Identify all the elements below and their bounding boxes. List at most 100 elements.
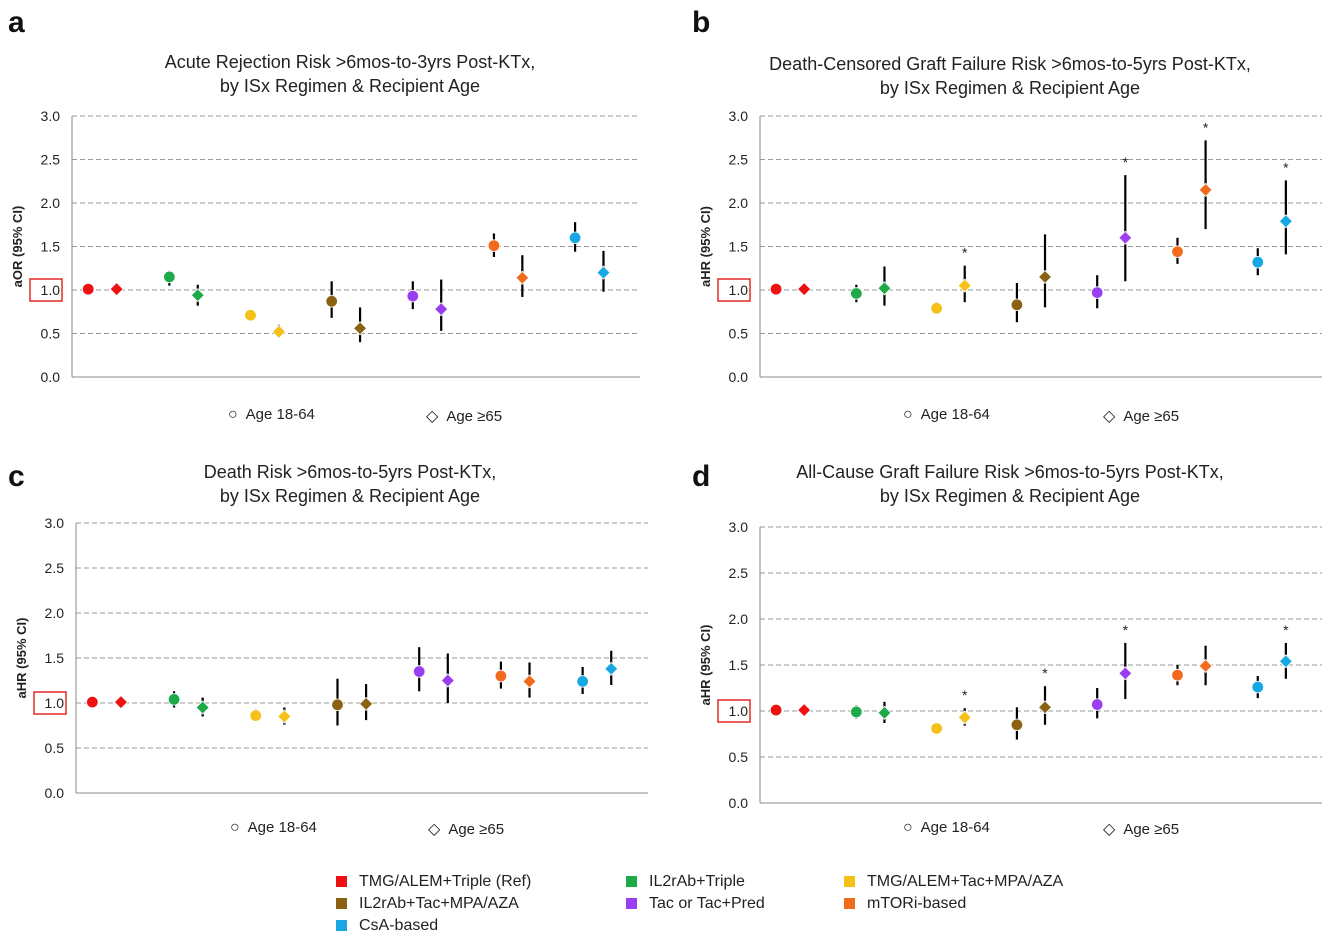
y-axis-label: aHR (95% CI) (14, 618, 29, 699)
age-young-label: Age 18-64 (920, 819, 990, 836)
y-tick-label: 0.5 (45, 740, 65, 756)
data-point-circle (1171, 668, 1184, 682)
age-old-label: Age ≥65 (1123, 408, 1180, 425)
data-point-diamond (515, 270, 530, 285)
data-point-diamond (1278, 654, 1293, 669)
data-point-diamond (109, 282, 124, 297)
data-point-circle (850, 705, 863, 719)
y-tick-label: 1.0 (45, 695, 65, 711)
data-point-diamond (277, 709, 292, 724)
y-axis-label: aHR (95% CI) (698, 625, 713, 706)
age-key-young: ○ Age 18-64 (230, 819, 317, 837)
age-key-young: ○ Age 18-64 (903, 406, 990, 424)
data-point-circle (576, 675, 589, 688)
y-tick-label: 3.0 (41, 108, 61, 124)
y-tick-label: 0.5 (41, 326, 61, 342)
y-tick-label: 1.5 (41, 239, 61, 255)
chart-title: Acute Rejection Risk >6mos-to-3yrs Post-… (30, 50, 670, 98)
significance-marker: * (1042, 665, 1048, 681)
data-point-diamond (1198, 658, 1213, 673)
legend-swatch (336, 920, 347, 931)
data-point-circle (1090, 286, 1104, 299)
y-tick-label: 0.0 (729, 795, 749, 811)
legend: TMG/ALEM+Triple (Ref) IL2rAb+Triple TMG/… (330, 870, 1130, 936)
y-axis-label: aOR (95% CI) (10, 206, 25, 288)
data-point-diamond (1118, 666, 1133, 681)
age-young-label: Age 18-64 (920, 406, 990, 423)
y-tick-label: 1.0 (729, 282, 749, 298)
data-point-circle (769, 282, 783, 296)
data-point-diamond (1037, 269, 1053, 285)
y-tick-label: 0.0 (45, 785, 65, 801)
circle-icon: ○ (228, 406, 238, 423)
legend-swatch (844, 898, 855, 909)
circle-icon: ○ (230, 819, 240, 836)
panel-letter: c (8, 460, 25, 493)
data-point-circle (1171, 245, 1184, 258)
significance-marker: * (1283, 159, 1289, 175)
age-key-old: ◇ Age ≥65 (1103, 819, 1179, 839)
age-key-young: ○ Age 18-64 (903, 819, 990, 837)
legend-swatch (336, 876, 347, 887)
data-point-circle (163, 270, 176, 284)
y-tick-label: 1.5 (729, 239, 749, 255)
chart-title-line1: All-Cause Graft Failure Risk >6mos-to-5y… (796, 462, 1224, 482)
data-point-diamond (440, 673, 455, 688)
y-tick-label: 1.5 (729, 657, 749, 673)
data-point-diamond (434, 302, 449, 317)
y-tick-label: 1.5 (45, 650, 65, 666)
y-tick-label: 2.5 (729, 152, 749, 168)
diamond-icon: ◇ (426, 408, 439, 425)
y-tick-label: 2.5 (41, 152, 61, 168)
data-point-circle (769, 703, 783, 717)
y-tick-label: 3.0 (729, 519, 749, 535)
chart-title-line1: Death-Censored Graft Failure Risk >6mos-… (769, 54, 1251, 74)
data-point-diamond (190, 288, 205, 303)
data-point-diamond (1198, 182, 1213, 198)
legend-item-csa: CsA-based (336, 917, 438, 935)
data-point-diamond (957, 278, 972, 293)
significance-marker: * (1123, 622, 1129, 638)
y-tick-label: 2.5 (45, 560, 65, 576)
data-point-diamond (596, 265, 611, 280)
y-tick-label: 0.0 (41, 369, 61, 385)
data-point-circle (1090, 698, 1104, 711)
legend-label: mTORi-based (867, 895, 967, 912)
legend-label: IL2rAb+Triple (649, 873, 745, 890)
diamond-icon: ◇ (428, 821, 441, 838)
data-point-circle (850, 287, 863, 300)
diamond-icon: ◇ (1103, 821, 1116, 838)
data-point-diamond (352, 321, 368, 336)
age-key-old: ◇ Age ≥65 (428, 819, 504, 839)
legend-swatch (626, 898, 637, 909)
significance-marker: * (962, 687, 968, 703)
plot-svg-a: 3.0 2.5 2.0 1.5 1.0 0.5 0.0 aOR (95% CI) (10, 108, 640, 385)
data-point-diamond (1278, 214, 1293, 229)
y-tick-label: 1.0 (729, 703, 749, 719)
diamond-icon: ◇ (1103, 408, 1116, 425)
age-old-label: Age ≥65 (446, 408, 503, 425)
data-point-circle (568, 231, 582, 245)
legend-label: TMG/ALEM+Triple (Ref) (359, 873, 532, 890)
legend-item-tac: Tac or Tac+Pred (626, 895, 765, 913)
chart-title: Death Risk >6mos-to-5yrs Post-KTx, by IS… (40, 460, 660, 508)
reference-label-box (717, 278, 751, 302)
age-old-label: Age ≥65 (1123, 821, 1180, 838)
legend-item-ref: TMG/ALEM+Triple (Ref) (336, 873, 531, 891)
data-point-diamond (877, 705, 892, 720)
circle-icon: ○ (903, 819, 913, 836)
data-point-diamond (1037, 700, 1053, 715)
data-point-circle (930, 302, 943, 315)
panel-d: d All-Cause Graft Failure Risk >6mos-to-… (692, 460, 1322, 839)
data-point-circle (413, 665, 426, 678)
significance-marker: * (962, 245, 968, 261)
legend-swatch (844, 876, 855, 887)
y-tick-label: 3.0 (729, 108, 749, 124)
legend-label: IL2rAb+Tac+MPA/AZA (359, 895, 519, 912)
y-tick-label: 2.5 (729, 565, 749, 581)
data-point-circle (1251, 680, 1264, 694)
data-point-diamond (1118, 230, 1133, 245)
chart-title-line2: by ISx Regimen & Recipient Age (879, 78, 1141, 98)
data-point-circle (1010, 718, 1024, 732)
data-point-diamond (359, 696, 374, 711)
